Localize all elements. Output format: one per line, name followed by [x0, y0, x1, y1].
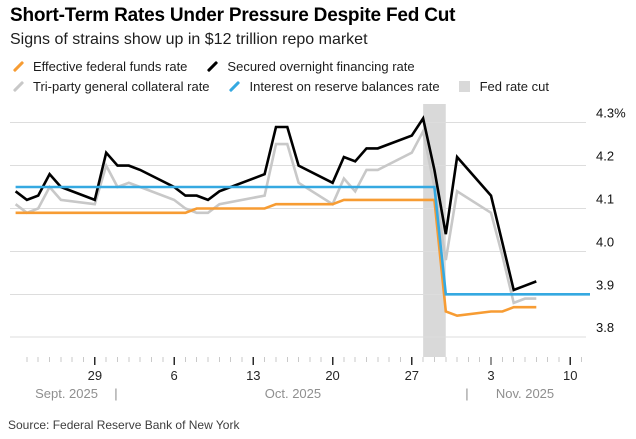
legend-item-cut: Fed rate cut: [457, 79, 549, 94]
legend-row-2: Tri-party general collateral rate Interes…: [10, 78, 549, 95]
fed-rate-cut-swatch-icon: [457, 80, 473, 94]
x-axis-day-label: 6: [170, 368, 177, 383]
legend-label: Fed rate cut: [479, 79, 549, 94]
legend: Effective federal funds rate Secured over…: [10, 58, 549, 95]
page-title: Short-Term Rates Under Pressure Despite …: [10, 5, 456, 26]
legend-label: Effective federal funds rate: [33, 59, 188, 74]
x-axis-day-label: 27: [405, 368, 419, 383]
month-separator: |: [114, 386, 117, 401]
x-axis-month-label: Sept. 2025: [35, 386, 98, 401]
y-axis-label: 3.8: [596, 320, 614, 335]
x-axis-month-label: Nov. 2025: [496, 386, 554, 401]
x-axis-day-label: 10: [563, 368, 577, 383]
y-axis-label: 4.3%: [596, 106, 626, 121]
legend-item-tgcr: Tri-party general collateral rate: [10, 79, 210, 94]
legend-row-1: Effective federal funds rate Secured over…: [10, 58, 549, 75]
legend-label: Interest on reserve balances rate: [249, 79, 440, 94]
series-line-effr: [15, 198, 537, 318]
series-line-tgcr: [14, 127, 537, 305]
source-note: Source: Federal Reserve Bank of New York: [8, 418, 240, 432]
x-axis-month-label: Oct. 2025: [265, 386, 321, 401]
legend-label: Tri-party general collateral rate: [33, 79, 210, 94]
legend-item-iorb: Interest on reserve balances rate: [227, 79, 440, 94]
fed-rate-cut-band: [423, 104, 446, 357]
month-separator: |: [465, 386, 468, 401]
y-axis-label: 4.0: [596, 234, 614, 249]
y-axis-label: 3.9: [596, 277, 614, 292]
series-line-iorb: [15, 185, 590, 296]
y-axis-label: 4.2: [596, 149, 614, 164]
y-axis-label: 4.1: [596, 192, 614, 207]
x-axis-day-label: 29: [88, 368, 102, 383]
x-axis-day-label: 3: [487, 368, 494, 383]
legend-item-sofr: Secured overnight financing rate: [204, 59, 415, 74]
chart-subtitle: Signs of strains show up in $12 trillion…: [10, 31, 368, 48]
legend-item-effr: Effective federal funds rate: [10, 59, 187, 74]
x-axis-day-label: 20: [325, 368, 339, 383]
legend-label: Secured overnight financing rate: [227, 59, 415, 74]
series-line-sofr: [14, 115, 537, 292]
x-axis-day-label: 13: [246, 368, 260, 383]
